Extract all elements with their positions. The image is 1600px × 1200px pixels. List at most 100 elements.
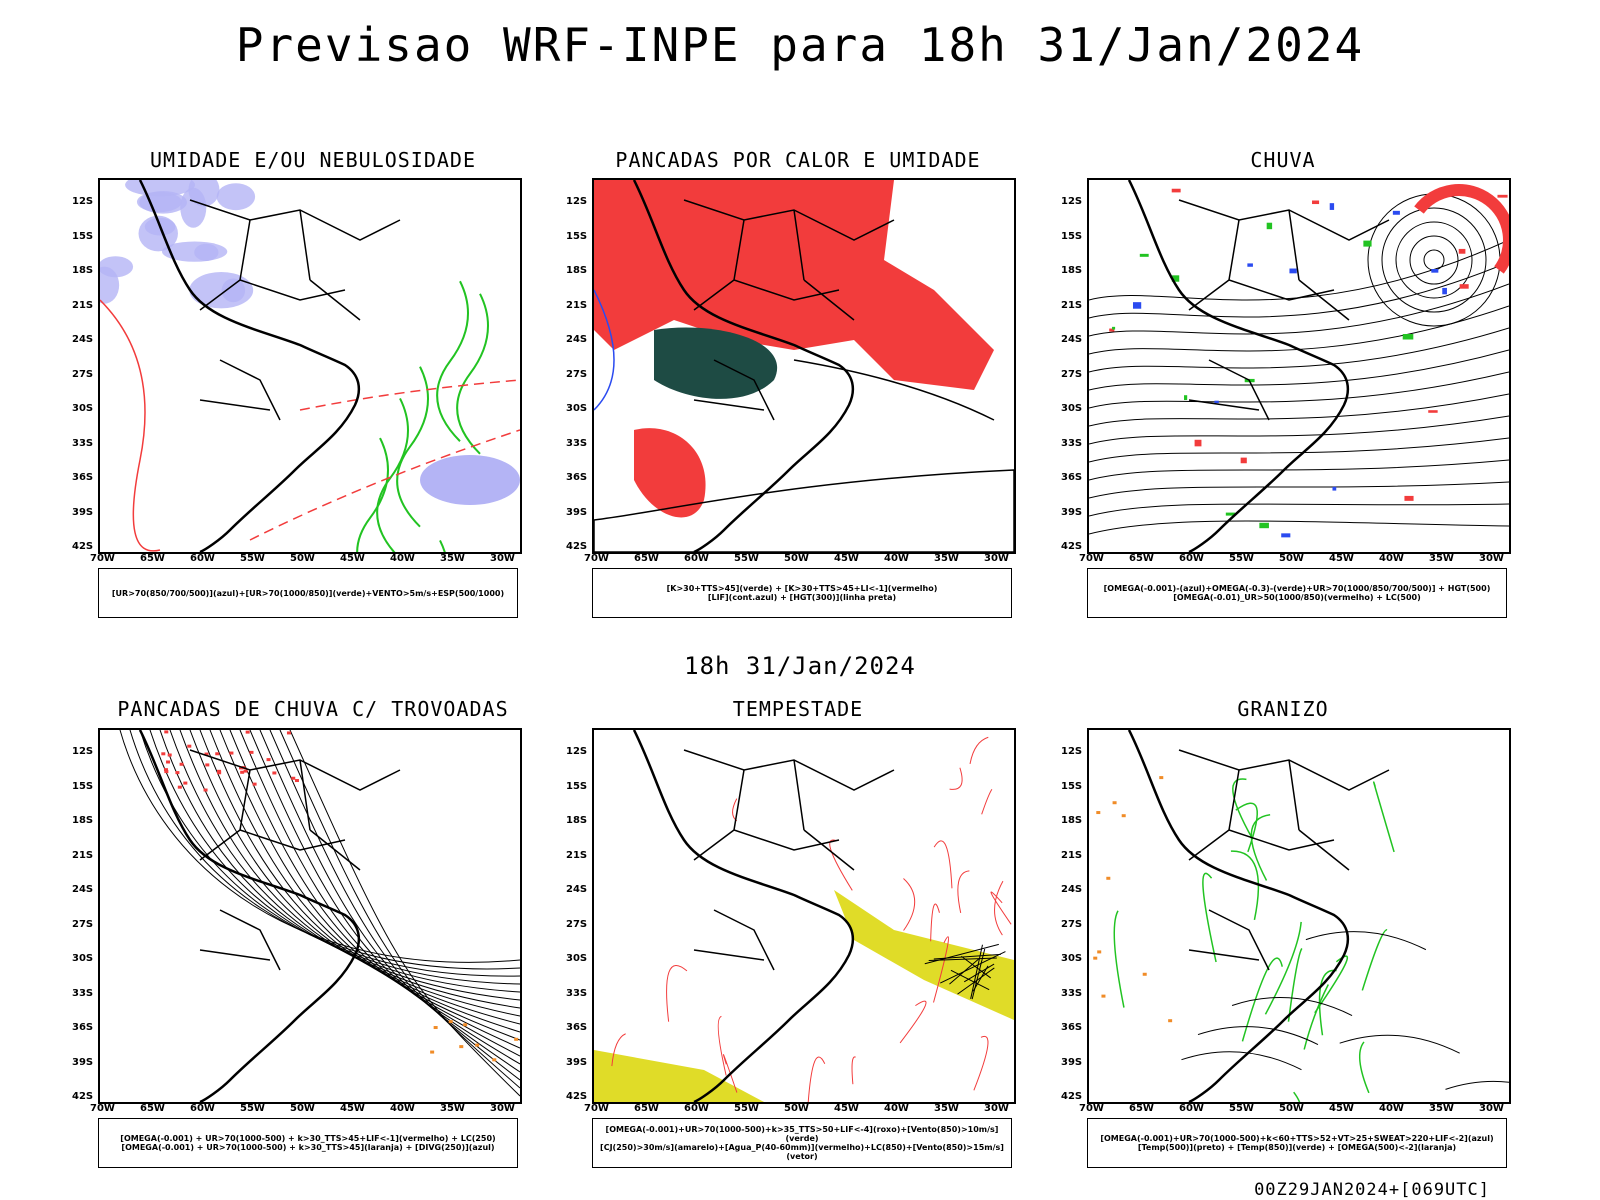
coastline (1127, 730, 1350, 1102)
lon-tick-label: 35W (934, 553, 959, 564)
humidity-area (139, 191, 187, 214)
instability-area (634, 428, 706, 518)
panel-title: GRANIZO (1237, 697, 1329, 721)
lon-tick-label: 70W (1079, 1103, 1104, 1114)
lat-tick-label: 12S (566, 746, 588, 757)
lon-tick-label: 60W (684, 553, 709, 564)
lat-tick-label: 30S (1061, 403, 1083, 414)
lat-tick-label: 27S (566, 368, 588, 380)
humidity-area (100, 266, 120, 304)
lon-tick-label: 40W (1379, 1103, 1404, 1114)
lat-tick-label: 30S (1061, 953, 1083, 964)
lat-tick-label: 36S (566, 472, 588, 483)
state-borders (189, 749, 401, 971)
lat-tick-label: 27S (72, 918, 94, 930)
lon-tick-label: 60W (190, 553, 215, 564)
lon-tick-label: 65W (140, 553, 165, 564)
panel-title: TEMPESTADE (732, 697, 864, 721)
lat-tick-label: 30S (566, 953, 588, 964)
legend-line: [OMEGA(-0.001)+UR>70(1000-500)+k<60+TTS>… (1100, 1134, 1494, 1143)
lat-tick-label: 39S (1061, 506, 1083, 518)
lon-tick-label: 30W (1479, 1103, 1504, 1114)
lon-tick-label: 50W (1279, 553, 1304, 564)
lat-tick-label: 12S (72, 196, 94, 207)
lat-tick-label: 24S (72, 884, 94, 895)
lon-tick-label: 65W (634, 553, 659, 564)
legend-line: [Temp(500)](preto) + [Temp(850)](verde) … (1137, 1143, 1457, 1152)
lon-tick-label: 65W (1129, 1103, 1154, 1114)
state-borders (1178, 199, 1390, 421)
lat-tick-label: 24S (72, 334, 94, 345)
lat-tick-label: 39S (566, 506, 588, 518)
lat-tick-label: 18S (72, 815, 94, 826)
lat-tick-label: 21S (72, 849, 94, 861)
lon-tick-label: 45W (1329, 553, 1354, 564)
instability-area (594, 180, 994, 390)
lon-tick-label: 65W (634, 1103, 659, 1114)
legend-line: [OMEGA(-0.01)_UR>50(1000/850)(vermelho) … (1173, 593, 1421, 602)
coastline (1127, 180, 1350, 552)
lat-tick-label: 21S (1061, 299, 1083, 311)
lon-tick-label: 30W (490, 1103, 515, 1114)
panel-legend: [UR>70(850/700/500)](azul)+[UR>70(1000/8… (98, 568, 518, 618)
lat-tick-label: 18S (72, 265, 94, 276)
lon-tick-label: 40W (884, 553, 909, 564)
lat-tick-label: 27S (1061, 918, 1083, 930)
lon-tick-label: 50W (290, 1103, 315, 1114)
legend-line: [UR>70(850/700/500)](azul)+[UR>70(1000/8… (111, 588, 505, 598)
lat-tick-label: 18S (566, 815, 588, 826)
lon-tick-label: 70W (1079, 553, 1104, 564)
lon-tick-label: 60W (1179, 553, 1204, 564)
lat-tick-label: 21S (566, 849, 588, 861)
panel-legend: [OMEGA(-0.001) + UR>70(1000-500) + k>30_… (98, 1118, 518, 1168)
run-time-footer: 00Z29JAN2024+[069UTC] (1254, 1180, 1490, 1200)
main-title: Previsao WRF-INPE para 18h 31/Jan/2024 (235, 18, 1365, 72)
panel-legend: [OMEGA(-0.001)-(azul)+OMEGA(-0.3)-(verde… (1087, 568, 1507, 618)
panel-title: PANCADAS DE CHUVA C/ TROVOADAS (117, 697, 509, 721)
lat-tick-label: 12S (1061, 746, 1083, 757)
state-borders (683, 199, 895, 421)
lat-tick-label: 15S (72, 780, 94, 792)
legend-line: [OMEGA(-0.001) + UR>70(1000-500) + k>30_… (120, 1134, 496, 1143)
map-panel-2 (592, 178, 1016, 554)
lon-tick-label: 60W (190, 1103, 215, 1114)
lon-tick-label: 35W (440, 553, 465, 564)
lat-tick-label: 15S (566, 230, 588, 242)
lon-tick-label: 55W (734, 553, 759, 564)
lon-tick-label: 55W (1229, 1103, 1254, 1114)
lat-tick-label: 27S (566, 918, 588, 930)
lat-tick-label: 33S (72, 437, 94, 449)
lon-tick-label: 30W (984, 1103, 1009, 1114)
coastline (632, 180, 855, 552)
lat-tick-label: 36S (72, 472, 94, 483)
lat-tick-label: 21S (566, 299, 588, 311)
lat-tick-label: 42S (566, 541, 588, 552)
lon-tick-label: 70W (90, 1103, 115, 1114)
lat-tick-label: 36S (1061, 472, 1083, 483)
lat-tick-label: 36S (72, 1022, 94, 1033)
panel-title: UMIDADE E/OU NEBULOSIDADE (149, 148, 477, 172)
legend-line: [OMEGA(-0.001) + UR>70(1000-500) + k>30_… (121, 1143, 495, 1152)
legend-line: [LIF](cont.azul) + [HGT(300)](linha pret… (707, 593, 897, 602)
jet-area (594, 1050, 764, 1102)
lat-tick-label: 27S (1061, 368, 1083, 380)
lon-tick-label: 50W (1279, 1103, 1304, 1114)
lat-tick-label: 21S (1061, 849, 1083, 861)
lat-tick-label: 42S (72, 1091, 94, 1102)
panel-title: CHUVA (1250, 148, 1316, 172)
lat-tick-label: 30S (72, 953, 94, 964)
lat-tick-label: 39S (72, 506, 94, 518)
lon-tick-label: 45W (340, 553, 365, 564)
lat-tick-label: 12S (1061, 196, 1083, 207)
humidity-area (188, 180, 220, 207)
lon-tick-label: 30W (490, 553, 515, 564)
lat-tick-label: 33S (566, 437, 588, 449)
lon-tick-label: 70W (90, 553, 115, 564)
lon-tick-label: 50W (784, 1103, 809, 1114)
state-borders (189, 199, 401, 421)
lon-tick-label: 60W (684, 1103, 709, 1114)
lon-tick-label: 45W (834, 1103, 859, 1114)
lon-tick-label: 40W (884, 1103, 909, 1114)
lat-tick-label: 33S (1061, 987, 1083, 999)
lon-tick-label: 40W (390, 1103, 415, 1114)
